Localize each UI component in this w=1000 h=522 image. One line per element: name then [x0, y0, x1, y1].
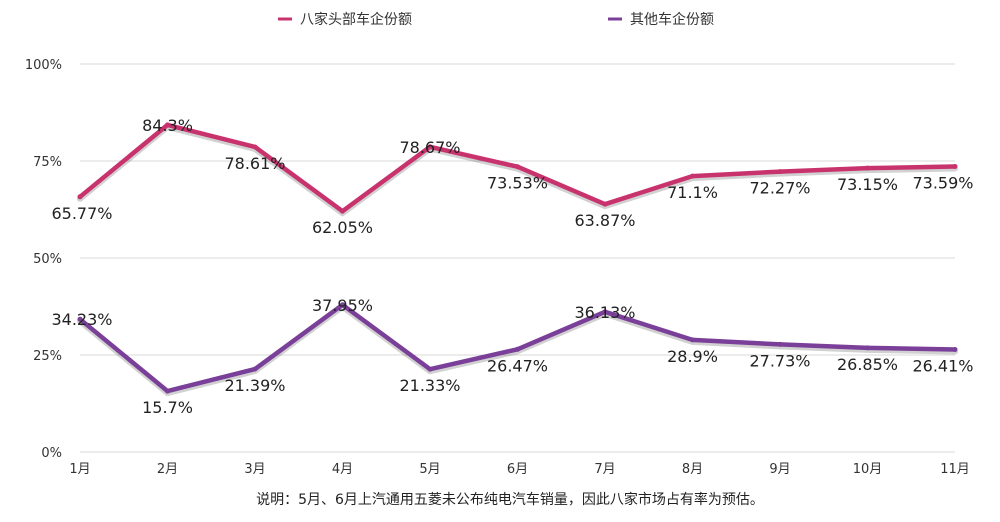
data-label: 26.47%	[487, 356, 548, 375]
data-label: 62.05%	[312, 218, 373, 237]
data-point	[252, 144, 258, 150]
x-tick-label: 7月	[594, 462, 615, 477]
data-point	[952, 163, 958, 169]
data-label: 37.95%	[312, 296, 373, 315]
data-label: 21.33%	[399, 376, 460, 395]
data-label: 28.9%	[667, 347, 718, 366]
data-label: 63.87%	[574, 211, 635, 230]
series-lines	[77, 122, 958, 397]
x-tick-label: 11月	[940, 462, 970, 477]
y-tick-label: 50%	[33, 252, 62, 267]
data-label: 73.15%	[837, 175, 898, 194]
x-tick-label: 10月	[853, 462, 883, 477]
data-label: 73.53%	[487, 174, 548, 193]
data-point	[165, 122, 170, 128]
data-point	[952, 347, 958, 353]
data-point	[427, 144, 433, 150]
data-label: 73.59%	[912, 173, 973, 192]
data-point	[777, 169, 783, 175]
data-label: 36.13%	[574, 303, 635, 322]
data-label: 27.73%	[749, 351, 810, 370]
y-axis-ticks: 0% 25% 50% 75% 100%	[25, 58, 62, 461]
x-tick-label: 2月	[157, 462, 178, 477]
data-label: 21.39%	[224, 376, 285, 395]
data-point	[515, 346, 520, 352]
legend: 八家头部车企份额 其他车企份额	[278, 11, 714, 28]
data-labels: 65.77% 84.3% 78.61% 62.05% 78.67% 73.53% 63.87…	[51, 116, 973, 417]
y-tick-label: 25%	[33, 349, 62, 364]
legend-label: 其他车企份额	[630, 11, 714, 28]
data-point	[690, 173, 695, 179]
data-point	[865, 345, 870, 351]
y-tick-label: 100%	[25, 58, 62, 73]
data-point	[777, 341, 783, 347]
data-point	[602, 201, 608, 207]
data-label: 65.77%	[51, 204, 112, 223]
data-point	[602, 309, 608, 315]
data-point	[77, 194, 83, 200]
y-tick-label: 0%	[41, 446, 62, 461]
data-label: 78.61%	[224, 154, 285, 173]
data-label: 84.3%	[142, 116, 193, 135]
data-label: 15.7%	[142, 398, 193, 417]
data-label: 71.1%	[667, 183, 718, 202]
data-point	[340, 302, 345, 308]
data-point	[690, 337, 695, 343]
data-point	[515, 164, 520, 170]
gridlines	[80, 63, 955, 453]
data-point	[427, 366, 433, 372]
x-tick-label: 5月	[419, 462, 440, 477]
x-axis-ticks: 1月 2月 3月 4月 5月 6月 7月 8月 9月 10月 11月	[69, 462, 969, 477]
data-point	[252, 366, 258, 372]
data-label: 34.23%	[51, 310, 112, 329]
x-tick-label: 6月	[507, 462, 528, 477]
data-label: 78.67%	[399, 138, 460, 157]
x-tick-label: 9月	[769, 462, 790, 477]
x-tick-label: 4月	[332, 462, 353, 477]
data-point	[165, 388, 170, 394]
data-label: 26.85%	[837, 355, 898, 374]
data-point	[77, 316, 83, 322]
y-tick-label: 75%	[33, 155, 62, 170]
data-point	[340, 208, 345, 214]
footnote: 说明：5月、6月上汽通用五菱未公布纯电汽车销量，因此八家市场占有率为预估。	[256, 491, 764, 508]
data-label: 72.27%	[749, 179, 810, 198]
x-tick-label: 3月	[244, 462, 265, 477]
data-point	[865, 165, 870, 171]
legend-label: 八家头部车企份额	[300, 11, 412, 28]
x-tick-label: 1月	[69, 462, 90, 477]
data-label: 26.41%	[912, 357, 973, 376]
x-tick-label: 8月	[682, 462, 703, 477]
